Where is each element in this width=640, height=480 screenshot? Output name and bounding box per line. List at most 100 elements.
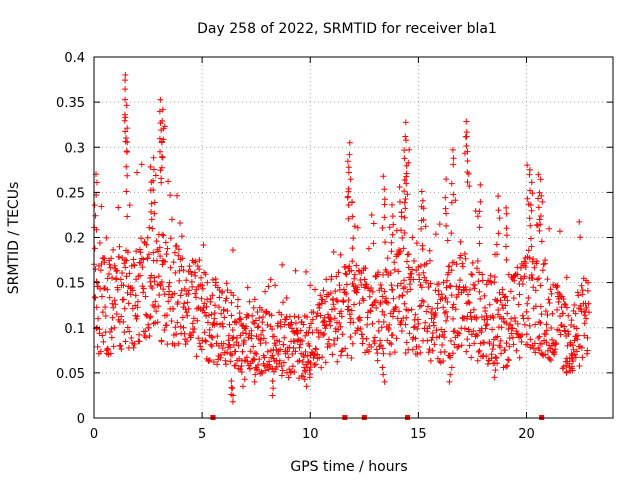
data-point (209, 292, 216, 299)
data-point (546, 355, 553, 362)
data-point (157, 282, 164, 289)
data-point (470, 328, 477, 335)
data-point (190, 329, 197, 336)
data-point (416, 276, 423, 283)
data-point (202, 271, 209, 278)
data-point (220, 340, 227, 347)
data-point (465, 170, 472, 177)
data-point (537, 176, 544, 183)
data-point (396, 198, 403, 205)
data-point (535, 204, 542, 211)
data-point (506, 343, 513, 350)
data-point (364, 314, 371, 321)
data-point (536, 333, 543, 340)
data-point (458, 342, 465, 349)
data-point (244, 284, 251, 291)
data-point (379, 293, 386, 300)
data-point (463, 348, 470, 355)
data-point (269, 352, 276, 359)
data-point (206, 326, 213, 333)
data-point (126, 270, 133, 277)
data-point (312, 361, 319, 368)
data-point (411, 258, 418, 265)
data-point (479, 271, 486, 278)
data-point (545, 296, 552, 303)
data-point (491, 273, 498, 280)
x-tick-label: 20 (518, 427, 535, 442)
data-point (154, 319, 161, 326)
data-point (172, 269, 179, 276)
data-point (366, 293, 373, 300)
data-point (357, 325, 364, 332)
data-point (507, 288, 514, 295)
data-point (301, 376, 308, 383)
data-point (447, 354, 454, 361)
data-point (216, 294, 223, 301)
data-point (565, 331, 572, 338)
data-point (585, 279, 592, 286)
data-point (151, 278, 158, 285)
data-point (476, 288, 483, 295)
data-point (108, 334, 115, 341)
data-point (310, 309, 317, 316)
data-point (406, 281, 413, 288)
data-point (230, 392, 237, 399)
data-point (507, 321, 514, 328)
data-point (167, 192, 174, 199)
data-point (345, 303, 352, 310)
data-point (389, 213, 396, 220)
data-point (295, 314, 302, 321)
data-point (573, 348, 580, 355)
data-point (213, 320, 220, 327)
data-point (94, 343, 101, 350)
data-point (416, 303, 423, 310)
data-point (369, 302, 376, 309)
data-point (584, 287, 591, 294)
data-point (584, 347, 591, 354)
data-point (117, 276, 124, 283)
data-point (537, 282, 544, 289)
data-point (144, 234, 151, 241)
data-point (155, 248, 162, 255)
data-point (123, 188, 130, 195)
data-point (173, 331, 180, 338)
data-point (454, 344, 461, 351)
data-point (401, 300, 408, 307)
data-point (413, 267, 420, 274)
data-point (211, 302, 218, 309)
data-point (528, 271, 535, 278)
data-point (408, 306, 415, 313)
data-point (476, 240, 483, 247)
data-point (185, 287, 192, 294)
data-point (447, 337, 454, 344)
data-point (449, 350, 456, 357)
data-point (369, 288, 376, 295)
data-point (336, 319, 343, 326)
data-point (449, 146, 456, 153)
data-point (486, 340, 493, 347)
y-tick-label: 0.1 (64, 322, 85, 337)
data-point (452, 197, 459, 204)
data-point (166, 279, 173, 286)
data-point (409, 346, 416, 353)
data-point (581, 332, 588, 339)
data-point (346, 151, 353, 158)
data-point (247, 348, 254, 355)
data-point (349, 213, 356, 220)
data-point (250, 343, 257, 350)
data-point (181, 285, 188, 292)
data-point (513, 327, 520, 334)
data-point (483, 322, 490, 329)
data-point (150, 166, 157, 173)
data-point (420, 269, 427, 276)
data-point (111, 324, 118, 331)
data-point (343, 271, 350, 278)
data-point (558, 304, 565, 311)
data-point (204, 279, 211, 286)
data-point (450, 155, 457, 162)
data-point (253, 351, 260, 358)
data-point (503, 204, 510, 211)
data-point (524, 162, 531, 169)
data-point (503, 320, 510, 327)
data-point (219, 345, 226, 352)
